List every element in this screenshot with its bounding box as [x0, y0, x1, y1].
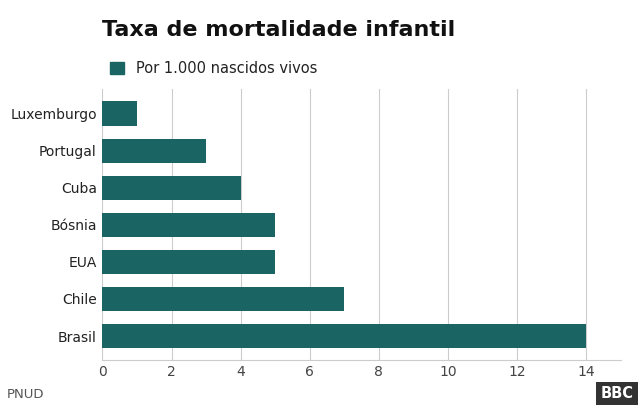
Text: Taxa de mortalidade infantil: Taxa de mortalidade infantil — [102, 20, 456, 40]
Bar — [102, 287, 344, 311]
Text: BBC: BBC — [600, 386, 634, 401]
Bar — [102, 176, 241, 200]
Bar — [102, 324, 586, 348]
Bar — [102, 213, 275, 237]
Bar — [102, 101, 137, 126]
Legend: Por 1.000 nascidos vivos: Por 1.000 nascidos vivos — [109, 61, 317, 76]
Text: PNUD: PNUD — [6, 388, 44, 401]
Bar — [102, 139, 206, 163]
Bar — [102, 250, 275, 274]
